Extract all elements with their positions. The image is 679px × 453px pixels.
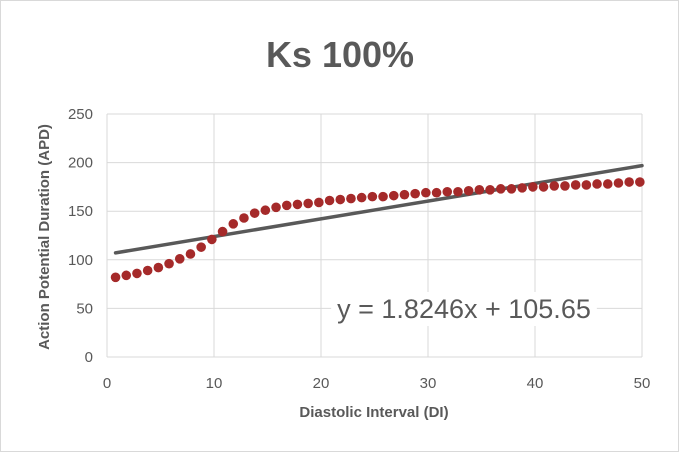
data-point <box>121 270 132 281</box>
chart-title: Ks 100% <box>266 34 414 75</box>
data-point <box>560 181 570 191</box>
data-point <box>378 191 388 202</box>
data-point <box>249 208 260 218</box>
data-point <box>624 177 634 187</box>
data-point <box>260 205 271 216</box>
data-point <box>271 202 281 213</box>
data-point <box>142 265 153 276</box>
x-tick-label: 30 <box>420 375 437 392</box>
data-point <box>164 258 174 269</box>
y-tick-label: 250 <box>68 106 93 123</box>
y-tick-labels: 0 50 100 150 200 250 <box>68 106 93 366</box>
data-point <box>335 194 346 205</box>
data-point <box>153 262 164 273</box>
data-point <box>570 180 581 190</box>
data-point <box>346 193 356 204</box>
data-point <box>388 190 399 201</box>
data-point <box>367 191 378 202</box>
data-point <box>303 198 313 209</box>
data-point <box>132 268 142 279</box>
data-point <box>228 219 239 229</box>
data-point <box>495 184 506 194</box>
x-tick-label: 10 <box>206 375 223 392</box>
data-point <box>635 177 645 187</box>
data-point <box>474 185 485 195</box>
data-point <box>538 182 549 192</box>
data-point <box>506 184 517 194</box>
x-tick-labels: 0 10 20 30 40 50 <box>103 375 651 392</box>
data-point <box>613 178 624 188</box>
data-point <box>592 179 602 189</box>
data-point <box>442 186 453 197</box>
y-axis-label: Action Potential Duration (APD) <box>36 124 53 350</box>
data-point <box>399 189 410 200</box>
data-point <box>356 192 367 203</box>
data-point <box>431 187 442 198</box>
data-point <box>528 182 538 192</box>
data-points <box>110 177 645 283</box>
data-point <box>410 188 420 199</box>
data-point <box>239 213 249 223</box>
data-point <box>485 185 495 195</box>
data-point <box>196 242 206 252</box>
data-point <box>602 179 613 189</box>
trendline <box>113 163 644 255</box>
data-point <box>463 185 474 196</box>
data-point <box>581 180 592 190</box>
data-point <box>110 272 121 283</box>
y-tick-label: 150 <box>68 203 93 220</box>
y-tick-label: 100 <box>68 252 93 269</box>
x-tick-label: 40 <box>527 375 544 392</box>
y-tick-label: 200 <box>68 155 93 172</box>
data-point <box>314 197 324 208</box>
data-point <box>292 199 303 210</box>
x-tick-label: 50 <box>634 375 651 392</box>
data-point <box>174 254 185 264</box>
x-axis-label: Diastolic Interval (DI) <box>299 404 448 421</box>
y-tick-label: 0 <box>85 349 93 366</box>
data-point <box>324 195 335 206</box>
data-point <box>217 226 228 237</box>
gridlines <box>106 113 643 358</box>
x-tick-label: 0 <box>103 375 111 392</box>
data-point <box>453 186 463 197</box>
trendline-equation: y = 1.8246x + 105.65 <box>337 294 591 324</box>
data-point <box>185 249 196 259</box>
x-tick-label: 20 <box>313 375 330 392</box>
data-point <box>421 187 431 198</box>
data-point <box>517 183 527 193</box>
data-point <box>281 200 292 211</box>
equation-background <box>331 292 597 326</box>
data-point <box>207 234 217 245</box>
data-point <box>549 181 560 191</box>
y-tick-label: 50 <box>76 300 93 317</box>
